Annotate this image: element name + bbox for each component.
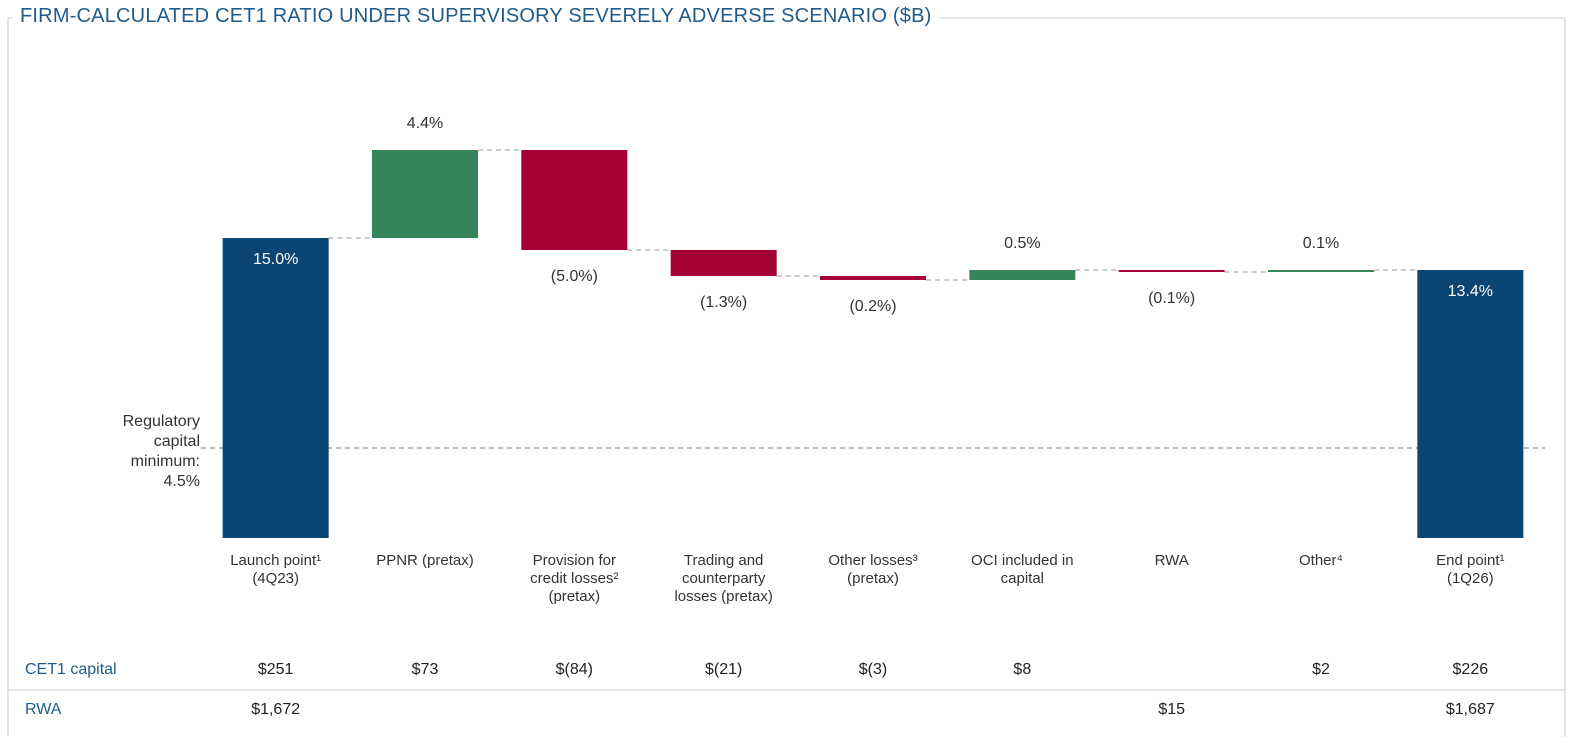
value-label: 0.1% [1303, 235, 1339, 252]
table-cell: $73 [412, 661, 439, 678]
table-cell: $251 [258, 661, 294, 678]
table-cell: $(21) [705, 661, 742, 678]
bar [222, 238, 329, 538]
x-tick-label: End point¹ (1Q26) [1436, 552, 1505, 587]
table-cell: $2 [1312, 661, 1330, 678]
table-cell: $(3) [859, 661, 887, 678]
bar [1118, 270, 1225, 272]
x-tick-label: Other⁴ [1299, 552, 1343, 569]
x-tick-label: Launch point¹ (4Q23) [230, 552, 322, 587]
x-tick-label: RWA [1154, 552, 1189, 569]
table-cell: $15 [1158, 701, 1185, 718]
row-label: CET1 capital [25, 661, 117, 678]
value-label: 15.0% [253, 251, 298, 268]
value-label: (0.1%) [1148, 290, 1195, 307]
bar [1268, 270, 1374, 272]
value-label: (0.2%) [849, 298, 896, 315]
bar [670, 250, 777, 276]
bar [1417, 270, 1524, 538]
table-cell: $8 [1013, 661, 1031, 678]
value-label: (1.3%) [700, 294, 747, 311]
x-tick-label: Other losses³ (pretax) [828, 552, 918, 587]
table-cell: $1,672 [251, 701, 300, 718]
x-tick-label: OCI included in capital [971, 552, 1074, 587]
bar [969, 270, 1076, 280]
chart-title: FIRM-CALCULATED CET1 RATIO UNDER SUPERVI… [12, 5, 940, 28]
value-label: 13.4% [1448, 283, 1493, 300]
table-cell: $(84) [556, 661, 593, 678]
bar [820, 276, 926, 280]
row-label: RWA [25, 701, 62, 718]
x-tick-label: PPNR (pretax) [376, 552, 474, 569]
reference-label: Regulatory capital minimum: 4.5% [122, 413, 200, 490]
bar [372, 150, 478, 238]
value-label: (5.0%) [551, 268, 598, 285]
bar [521, 150, 628, 250]
x-tick-label: Provision for credit losses² (pretax) [530, 552, 619, 605]
value-label: 0.5% [1004, 235, 1040, 252]
value-label: 4.4% [407, 115, 443, 132]
table-cell: $1,687 [1446, 701, 1495, 718]
x-tick-label: Trading and counterparty losses (pretax) [674, 552, 773, 605]
table-cell: $226 [1453, 661, 1489, 678]
